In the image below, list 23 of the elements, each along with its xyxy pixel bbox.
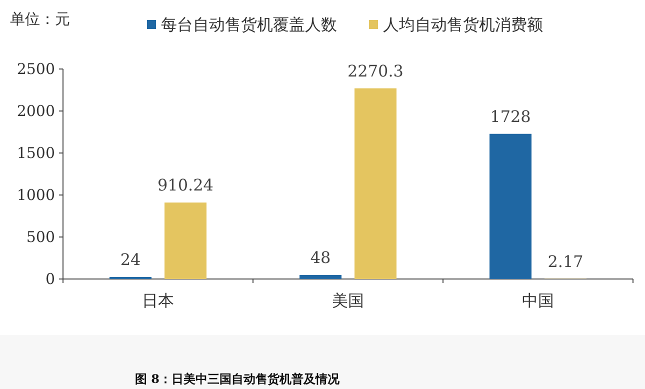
y-tick-label: 500 <box>26 228 55 246</box>
bar <box>300 274 342 279</box>
bar <box>354 88 396 279</box>
bar <box>490 134 532 279</box>
x-tick-label: 日本 <box>142 291 174 310</box>
data-label: 1728 <box>490 106 531 126</box>
y-tick-label: 2500 <box>16 60 55 78</box>
legend-label: 人均自动售货机消费额 <box>383 15 543 34</box>
text: 图 8：日美中三国自动售货机普及情况 <box>135 372 341 386</box>
x-tick-label: 美国 <box>332 291 364 310</box>
data-label: 2.17 <box>548 252 584 271</box>
data-label: 24 <box>120 250 141 269</box>
data-label: 910.24 <box>158 176 214 195</box>
data-label: 48 <box>310 248 331 267</box>
legend-label: 每台自动售货机覆盖人数 <box>161 15 337 34</box>
y-axis-title: 单位：元 <box>10 10 70 28</box>
y-tick-label: 0 <box>45 270 55 288</box>
y-tick-label: 2000 <box>16 102 55 120</box>
y-tick-label: 1500 <box>16 144 55 162</box>
bar <box>164 202 206 279</box>
x-tick-label: 中国 <box>522 291 554 310</box>
data-label: 2270.3 <box>348 61 404 80</box>
y-tick-label: 1000 <box>16 186 55 204</box>
